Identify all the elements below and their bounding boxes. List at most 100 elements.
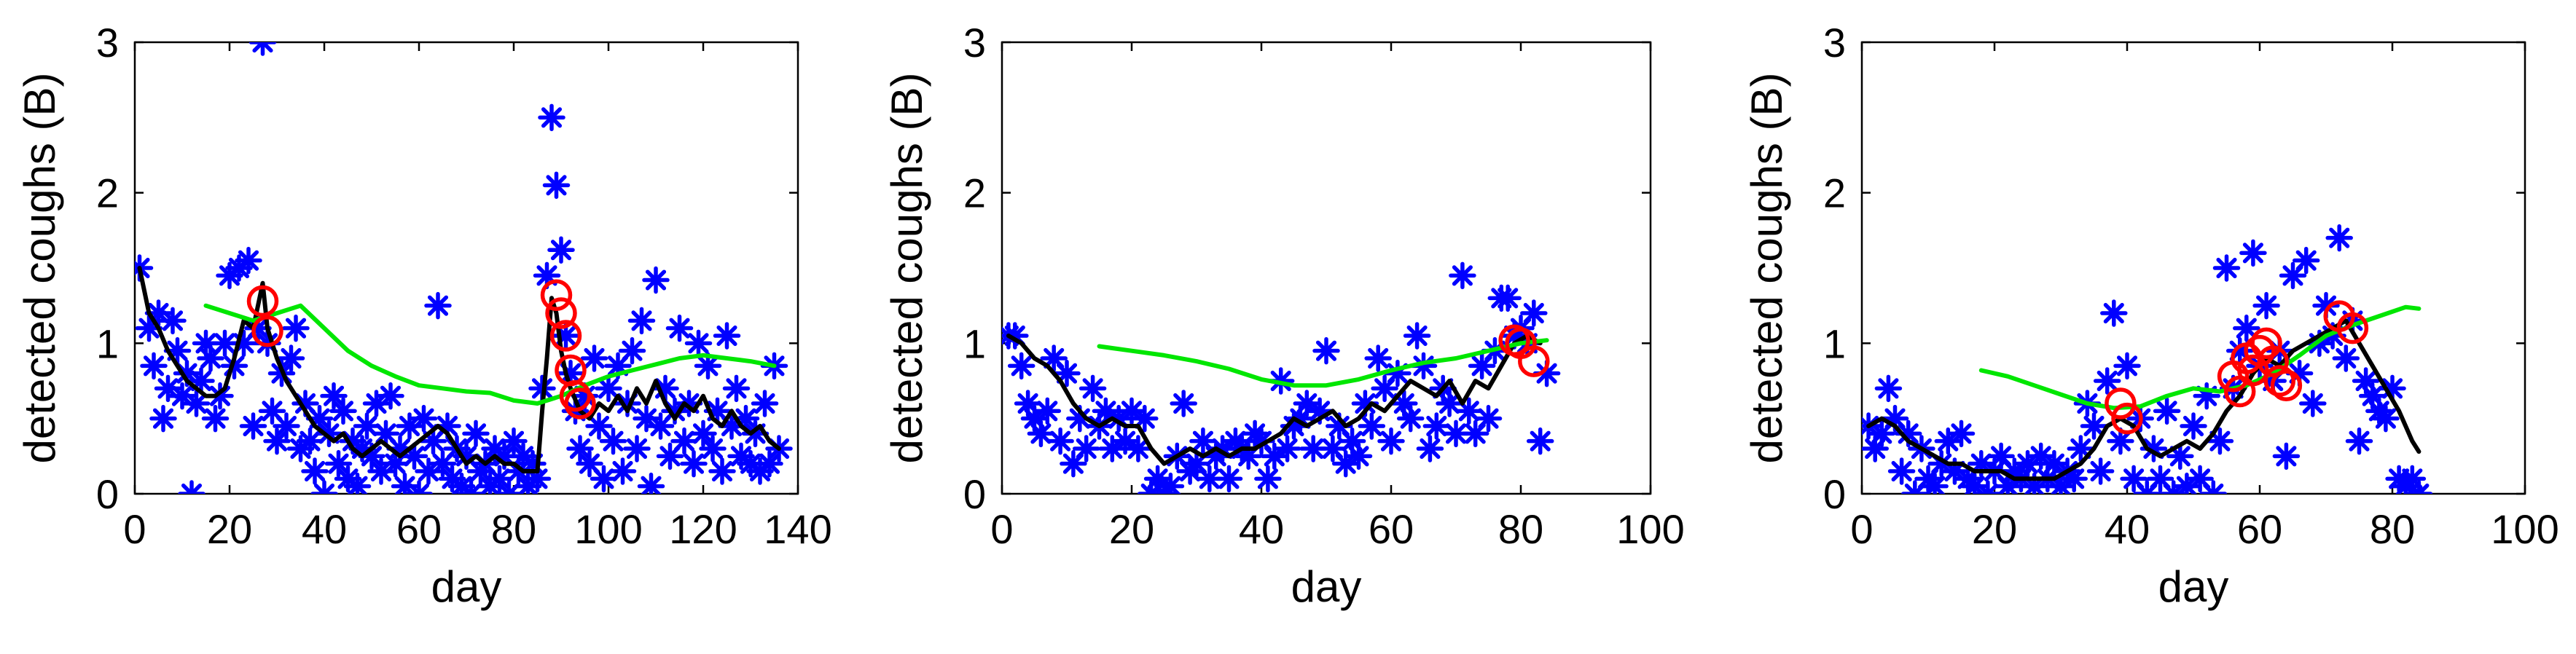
alert-marker-circle — [2336, 312, 2369, 344]
asterisk-stroke — [536, 265, 557, 286]
asterisk-stroke — [1878, 378, 1899, 399]
asterisk-stroke — [2137, 483, 2150, 494]
data-point-asterisk — [1273, 435, 1301, 462]
data-point-asterisk — [1442, 419, 1470, 448]
data-point-asterisk — [1422, 412, 1451, 440]
asterisk-stroke — [1985, 483, 1998, 494]
data-point-asterisk — [329, 397, 357, 425]
y-tick-label: 2 — [96, 170, 119, 216]
alert-marker-circle — [2257, 345, 2289, 377]
asterisk-stroke — [2190, 468, 2211, 489]
data-point-asterisk — [273, 412, 300, 440]
asterisk-stroke — [1212, 438, 1233, 460]
asterisk-stroke — [189, 483, 203, 494]
y-tick-label: 1 — [96, 320, 119, 366]
asterisk-stroke — [243, 415, 264, 437]
x-tick-label: 80 — [2370, 506, 2415, 552]
asterisk-stroke — [323, 385, 345, 406]
data-point-asterisk — [2405, 480, 2433, 494]
data-point-asterisk — [665, 314, 694, 342]
asterisk-stroke — [2349, 430, 2370, 452]
data-point-asterisk — [713, 322, 741, 350]
asterisk-stroke — [692, 423, 714, 444]
asterisk-stroke — [2123, 468, 2145, 489]
data-point-asterisk — [1921, 472, 1949, 494]
data-point-asterisk — [248, 42, 277, 56]
asterisk-stroke — [2203, 483, 2217, 494]
data-point-asterisk — [2252, 291, 2280, 320]
asterisk-stroke — [2236, 318, 2257, 339]
data-point-asterisk — [2093, 367, 2121, 395]
data-point-asterisk — [580, 344, 608, 372]
data-point-asterisk — [462, 419, 490, 448]
asterisk-stroke — [427, 295, 449, 316]
asterisk-stroke — [1257, 468, 1278, 489]
data-point-asterisk — [2060, 465, 2088, 493]
asterisk-stroke — [370, 460, 392, 482]
asterisk-stroke — [2182, 415, 2204, 437]
asterisk-stroke — [356, 415, 377, 437]
asterisk-stroke — [2315, 295, 2337, 316]
data-point-asterisk — [1358, 412, 1386, 440]
asterisk-stroke — [252, 42, 266, 53]
y-tick-label: 0 — [96, 471, 119, 517]
asterisk-stroke — [375, 423, 396, 444]
asterisk-stroke — [1498, 288, 1519, 309]
asterisk-stroke — [588, 415, 610, 437]
asterisk-stroke — [1154, 483, 1167, 494]
asterisk-stroke — [1335, 453, 1356, 474]
asterisk-stroke — [498, 483, 512, 494]
asterisk-stroke — [1898, 423, 1919, 444]
asterisk-stroke — [380, 385, 402, 406]
y-tick-label: 1 — [1823, 320, 1846, 366]
y-axis-label: detected coughs (B) — [1742, 73, 1791, 464]
asterisk-stroke — [1439, 393, 1460, 414]
data-point-asterisk — [1377, 427, 1405, 455]
data-point-asterisk — [627, 307, 656, 335]
asterisk-stroke — [181, 483, 195, 494]
data-point-asterisk — [1007, 352, 1036, 380]
asterisk-stroke — [1076, 438, 1097, 460]
asterisk-stroke — [726, 378, 747, 399]
data-point-asterisk — [1215, 465, 1243, 493]
asterisk-stroke — [2169, 446, 2191, 467]
asterisk-stroke — [408, 483, 422, 494]
data-point-asterisk — [1170, 390, 1197, 417]
asterisk-stroke — [1380, 430, 1402, 452]
y-tick-label: 0 — [1823, 471, 1846, 517]
asterisk-stroke — [2295, 250, 2317, 271]
data-point-asterisk — [1947, 419, 1976, 448]
data-point-asterisk — [623, 435, 651, 462]
data-point-asterisk — [618, 336, 646, 365]
x-tick-label: 60 — [1369, 506, 1414, 552]
asterisk-stroke — [1309, 401, 1331, 422]
asterisk-stroke — [455, 446, 477, 467]
asterisk-stroke — [318, 423, 340, 444]
data-point-asterisk — [2153, 397, 2181, 425]
alert-marker-circle — [1518, 345, 1550, 377]
data-point-asterisk — [1072, 435, 1100, 462]
data-point-asterisk — [2212, 254, 2241, 282]
asterisk-stroke — [2156, 401, 2177, 422]
data-point-asterisk — [1416, 435, 1444, 462]
asterisk-stroke — [1147, 468, 1168, 489]
asterisk-stroke — [205, 408, 226, 429]
asterisk-stroke — [2375, 408, 2396, 429]
asterisk-stroke — [641, 476, 662, 494]
x-tick-label: 0 — [123, 506, 146, 552]
asterisk-stroke — [418, 460, 439, 482]
data-point-asterisk — [1449, 261, 1476, 290]
alert-marker-circle — [545, 297, 577, 329]
asterisk-stroke — [1303, 438, 1324, 460]
data-point-asterisk — [1494, 284, 1522, 312]
asterisk-stroke — [259, 42, 273, 53]
data-point-asterisk — [1046, 427, 1074, 455]
x-axis-label: day — [2158, 562, 2229, 611]
asterisk-stroke — [1108, 408, 1130, 429]
asterisk-stroke — [2362, 385, 2383, 406]
asterisk-stroke — [2103, 302, 2124, 324]
asterisk-stroke — [332, 401, 354, 422]
asterisk-stroke — [2143, 438, 2164, 460]
asterisk-stroke — [2256, 295, 2277, 316]
x-tick-label: 80 — [1498, 506, 1543, 552]
